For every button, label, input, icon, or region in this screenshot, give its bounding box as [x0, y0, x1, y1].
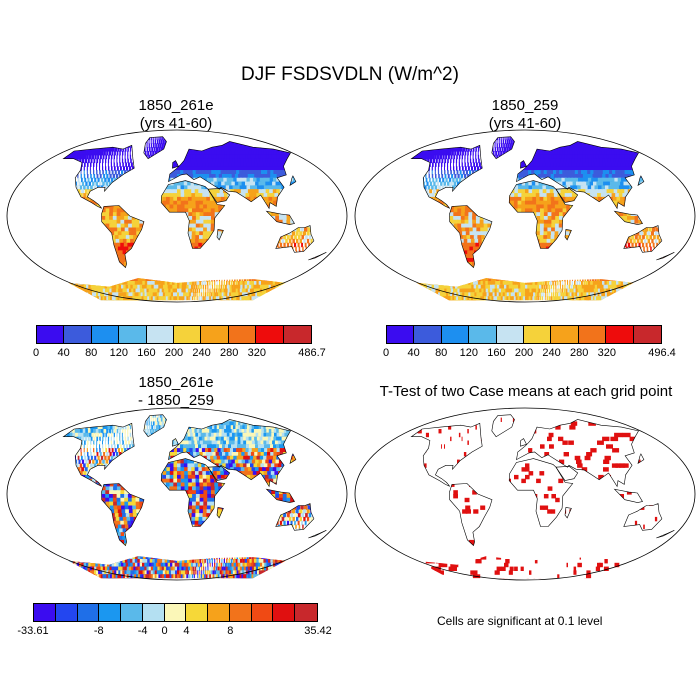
colorbar-tick-label: 0 [382, 347, 390, 359]
colorbar-swatch [469, 326, 497, 343]
panel-3-title-line2: - 1850_259 [138, 392, 214, 409]
coastlines [62, 136, 327, 269]
data-field [411, 136, 675, 301]
colorbar-swatch [186, 604, 209, 621]
figure-title: DJF FSDSVDLN (W/m^2) [241, 64, 459, 85]
map-panel-1 [6, 129, 348, 303]
map-panel-3 [6, 407, 348, 581]
colorbar-swatch [251, 604, 274, 621]
colorbar-swatch [99, 604, 122, 621]
colorbar-swatch [34, 604, 56, 621]
data-field [411, 414, 675, 579]
colorbar-swatch [173, 326, 202, 343]
colorbar-tick-label: -33.61 [17, 625, 49, 637]
colorbar-panel-1 [36, 325, 312, 344]
colorbar-tick-label: 40 [407, 347, 420, 359]
colorbar-tick-label: 120 [109, 347, 128, 359]
panel-1-title: 1850_261e (yrs 41-60) [76, 97, 276, 133]
map-frame [6, 407, 348, 581]
panel-3-title-line1: 1850_261e [138, 374, 214, 391]
panel-3-title: 1850_261e - 1850_259 [76, 374, 276, 410]
colorbar-tick-label: -4 [137, 625, 148, 637]
colorbar-swatch [387, 326, 415, 343]
colorbar-swatch [295, 604, 317, 621]
colorbar-diff [33, 603, 318, 622]
colorbar-tick-label: 0 [32, 347, 40, 359]
colorbar-swatch [633, 326, 661, 343]
colorbar-tick-label: 280 [220, 347, 239, 359]
colorbar-swatch [273, 604, 296, 621]
colorbar-swatch [146, 326, 174, 343]
map-panel-2 [354, 129, 696, 303]
colorbar-tick-label: 0 [161, 625, 168, 637]
colorbar-tick-label: 4 [183, 625, 190, 637]
colorbar-swatch [578, 326, 607, 343]
colorbar-tick-label: 120 [459, 347, 478, 359]
significance-note: Cells are significant at 0.1 level [437, 614, 603, 628]
colorbar-swatch [523, 326, 552, 343]
colorbar-tick-label: 80 [85, 347, 98, 359]
colorbar-tick-label: 496.4 [648, 347, 676, 359]
panel-1-title-line1: 1850_261e [138, 97, 214, 114]
panel-4-title: T-Test of two Case means at each grid po… [356, 383, 696, 401]
data-field [63, 136, 327, 301]
colorbar-swatch [77, 604, 100, 621]
map-frame [6, 129, 348, 303]
colorbar-tick-label: 35.42 [304, 625, 332, 637]
colorbar-swatch [414, 326, 442, 343]
colorbar-panel-2 [386, 325, 662, 344]
panel-4-title-line1: T-Test of two Case means at each grid po… [379, 383, 673, 400]
colorbar-swatch [164, 604, 187, 621]
coastlines [410, 414, 675, 547]
colorbar-swatch [91, 326, 120, 343]
colorbar-tick-label: 240 [192, 347, 211, 359]
colorbar-swatch [119, 326, 147, 343]
panel-2-title-line2: (yrs 41-60) [488, 115, 562, 132]
colorbar-swatch [208, 604, 230, 621]
colorbar-swatch [551, 326, 579, 343]
panel-1-title-line2: (yrs 41-60) [139, 115, 213, 132]
map-frame [354, 407, 696, 581]
colorbar-tick-label: 280 [570, 347, 589, 359]
data-field [63, 414, 327, 579]
panel-2-title: 1850_259 (yrs 41-60) [425, 97, 625, 133]
colorbar-tick-label: -8 [93, 625, 104, 637]
colorbar-tick-label: 240 [542, 347, 561, 359]
colorbar-swatch [441, 326, 470, 343]
colorbar-swatch [55, 604, 78, 621]
colorbar-swatch [201, 326, 229, 343]
colorbar-tick-label: 320 [597, 347, 616, 359]
colorbar-tick-label: 200 [164, 347, 184, 359]
panel-2-title-line1: 1850_259 [491, 97, 559, 114]
colorbar-swatch [64, 326, 92, 343]
colorbar-tick-label: 8 [227, 625, 234, 637]
colorbar-swatch [496, 326, 524, 343]
colorbar-tick-label: 80 [435, 347, 448, 359]
colorbar-tick-label: 160 [487, 347, 506, 359]
colorbar-swatch [142, 604, 165, 621]
colorbar-tick-label: 200 [514, 347, 534, 359]
map-panel-4 [354, 407, 696, 581]
colorbar-swatch [228, 326, 257, 343]
colorbar-tick-label: 486.7 [298, 347, 326, 359]
colorbar-tick-label: 160 [137, 347, 156, 359]
map-frame [354, 129, 696, 303]
colorbar-swatch [256, 326, 284, 343]
colorbar-swatch [229, 604, 252, 621]
colorbar-tick-label: 320 [247, 347, 266, 359]
coastlines [410, 136, 675, 269]
colorbar-tick-label: 40 [57, 347, 70, 359]
coastlines [62, 414, 327, 547]
colorbar-swatch [606, 326, 634, 343]
colorbar-swatch [121, 604, 143, 621]
colorbar-swatch [37, 326, 65, 343]
colorbar-swatch [283, 326, 311, 343]
